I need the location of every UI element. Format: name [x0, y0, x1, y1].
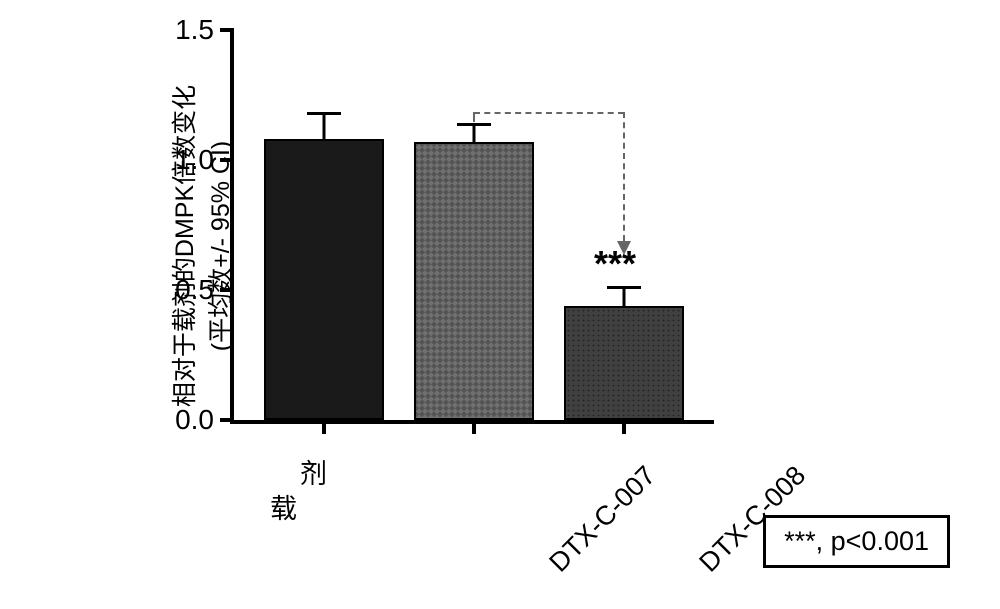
errorbar-1	[473, 124, 476, 142]
y-tick-label: 1.0	[175, 144, 214, 176]
y-tick-label: 1.5	[175, 14, 214, 46]
x-label-1: DTX-C-007	[513, 460, 662, 609]
y-tick-label: 0.0	[175, 404, 214, 436]
significance-legend: ***, p<0.001	[763, 515, 950, 568]
y-tick	[220, 288, 234, 292]
y-axis-label-line1: 相对于载剂的DMPK倍数变化	[171, 85, 199, 407]
y-axis-label: 相对于载剂的DMPK倍数变化 (平均数+/- 95% CI)	[165, 85, 237, 407]
errorbar-cap-0	[307, 112, 341, 115]
bar-2	[564, 306, 684, 420]
y-tick	[220, 28, 234, 32]
sig-horizontal	[474, 112, 624, 114]
x-tick	[622, 420, 626, 434]
x-tick	[322, 420, 326, 434]
bar-chart: 相对于载剂的DMPK倍数变化 (平均数+/- 95% CI) *** 0.00.…	[60, 10, 760, 590]
y-tick	[220, 418, 234, 422]
x-label-0: 剂载	[280, 460, 307, 538]
y-tick	[220, 158, 234, 162]
bar-0	[264, 139, 384, 420]
plot-area: *** 0.00.51.01.5	[230, 30, 714, 424]
y-tick-label: 0.5	[175, 274, 214, 306]
significance-stars: ***	[594, 243, 636, 285]
errorbar-2	[623, 287, 626, 305]
bar-1	[414, 142, 534, 420]
errorbar-cap-2	[607, 286, 641, 289]
errorbar-cap-1	[457, 123, 491, 126]
legend-text: ***, p<0.001	[784, 526, 929, 556]
errorbar-0	[323, 113, 326, 139]
x-tick	[472, 420, 476, 434]
sig-vertical	[623, 112, 625, 242]
